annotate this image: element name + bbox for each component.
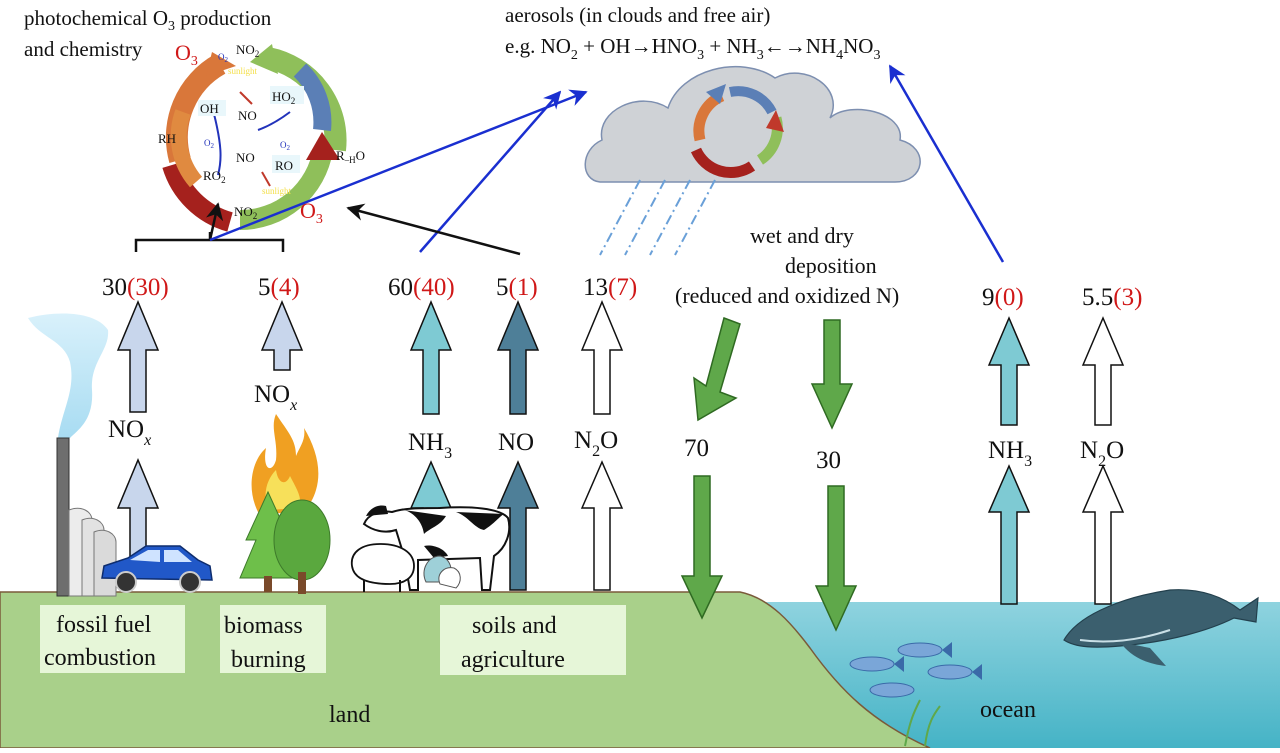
fossil-fuel-label-line1: fossil fuel <box>56 612 152 638</box>
svg-text:wet and dry: wet and dry <box>750 223 854 248</box>
svg-text:deposition: deposition <box>785 253 877 278</box>
svg-text:RO: RO <box>275 158 293 173</box>
ozone-title: photochemical O3 production and chemistr… <box>24 6 272 61</box>
blue-ring-arrow <box>293 63 332 131</box>
soils-label-line1: soils and <box>472 613 557 639</box>
flux-no-land: 5(1) <box>496 274 538 301</box>
aerosol-title: aerosols (in clouds and free air) e.g. N… <box>505 3 880 63</box>
svg-text:O2: O2 <box>280 140 291 152</box>
svg-text:NO2: NO2 <box>234 204 257 221</box>
land-nh3-arrow-upper <box>409 300 453 415</box>
flux-n2o-land: 13(7) <box>583 274 637 301</box>
flux-nh3-ocean: 9(0) <box>982 284 1024 311</box>
svg-text:e.g. NO2 + OH→HNO3 + NH3←→NH4N: e.g. NO2 + OH→HNO3 + NH3←→NH4NO3 <box>505 34 880 63</box>
whale <box>1063 589 1259 666</box>
species-land-nh3: NH3 <box>408 429 452 462</box>
fossil-nox-arrow-upper <box>116 300 160 413</box>
land-n2o-arrow-lower <box>580 460 624 591</box>
biomass-nox-arrow <box>260 300 304 371</box>
fire <box>251 414 319 514</box>
cloud <box>584 65 921 256</box>
biomass-label-line2: burning <box>231 647 306 673</box>
flux-fossil: 30(30) <box>102 274 169 301</box>
smoke-plume <box>28 313 109 438</box>
deposition-arrow-land-upper <box>693 317 741 422</box>
car <box>101 545 213 593</box>
species-labels: NOx NOx NH3 NO N2O NH3 N2O <box>108 381 1124 470</box>
ocean-label: ocean <box>980 697 1036 723</box>
flux-biomass: 5(4) <box>258 274 300 301</box>
flux-n2o-ocean: 5.5(3) <box>1082 284 1142 311</box>
pig <box>350 543 415 592</box>
land-label: land <box>329 702 370 728</box>
fossil-fuel-label-box <box>40 605 185 673</box>
trees <box>239 490 331 594</box>
species-fossil-nox: NOx <box>108 416 151 449</box>
fossil-nox-arrow-lower <box>116 458 160 561</box>
ocean-nh3-arrow-upper <box>987 316 1031 426</box>
svg-text:R–HO: R–HO <box>336 148 365 165</box>
deposition-arrow-ocean-upper <box>810 319 854 430</box>
svg-text:NO2: NO2 <box>236 42 259 59</box>
svg-text:(reduced and oxidized N): (reduced and oxidized N) <box>675 283 899 308</box>
deposition-value-ocean: 30 <box>816 447 841 474</box>
species-biomass-nox: NOx <box>254 381 297 414</box>
svg-text:OH: OH <box>200 101 219 116</box>
svg-text:sunlight: sunlight <box>262 186 292 196</box>
species-land-no: NO <box>498 429 534 456</box>
svg-text:NO: NO <box>236 150 255 165</box>
land-n2o-arrow-upper <box>580 300 624 415</box>
ocean-n2o-arrow-upper <box>1081 316 1125 426</box>
ozone-cycle-diagram: OH NO NO2 HO2 RH RO2 NO RO R–HO NO2 O2 O… <box>158 40 365 232</box>
svg-text:RH: RH <box>158 131 176 146</box>
ocean-nh3-to-aerosol-line <box>888 64 1005 263</box>
deposition-value-land: 70 <box>684 435 709 462</box>
svg-text:O2: O2 <box>204 138 215 150</box>
deposition-arrow-ocean-lower <box>814 485 858 632</box>
nox-bracket <box>134 232 285 252</box>
svg-text:and chemistry: and chemistry <box>24 37 143 61</box>
cow <box>362 505 511 591</box>
o3-top-label: O3 <box>175 40 198 69</box>
land-no-arrow-lower <box>496 460 540 591</box>
species-ocean-nh3: NH3 <box>988 437 1032 470</box>
flux-values: 30(30) 5(4) 60(40) 5(1) 13(7) 9(0) 5.5(3… <box>102 274 1142 311</box>
biomass-label-box <box>220 605 326 673</box>
nox-to-ozone-arrow <box>206 202 224 241</box>
species-land-n2o: N2O <box>574 427 618 460</box>
chickens <box>423 555 461 589</box>
svg-text:sunlight: sunlight <box>228 66 258 76</box>
fish-school <box>849 642 982 747</box>
soils-label-line2: agriculture <box>461 647 565 673</box>
svg-text:O2: O2 <box>218 52 229 64</box>
svg-text:NO: NO <box>238 108 257 123</box>
factory <box>56 437 117 597</box>
flux-nh3-land: 60(40) <box>388 274 455 301</box>
svg-text:RO2: RO2 <box>203 168 226 185</box>
deposition-label: wet and dry deposition (reduced and oxid… <box>675 223 899 308</box>
soils-label-box <box>440 605 626 675</box>
nh3-to-aerosol-line <box>419 90 562 253</box>
ocean-n2o-arrow-lower <box>1081 464 1125 605</box>
svg-text:HO2: HO2 <box>272 89 295 106</box>
species-ocean-n2o: N2O <box>1080 437 1124 470</box>
fossil-fuel-label-line2: combustion <box>44 645 156 671</box>
svg-text:photochemical O3 production: photochemical O3 production <box>24 6 272 34</box>
land-no-arrow-upper <box>496 300 540 415</box>
ocean-nh3-arrow-lower <box>987 464 1031 605</box>
svg-text:aerosols (in clouds and free a: aerosols (in clouds and free air) <box>505 3 770 27</box>
biomass-label-line1: biomass <box>224 613 303 639</box>
no-to-ozone-arrow <box>346 203 521 256</box>
nox-to-aerosol-line <box>209 89 588 242</box>
deposition-arrow-land-lower <box>680 475 724 620</box>
